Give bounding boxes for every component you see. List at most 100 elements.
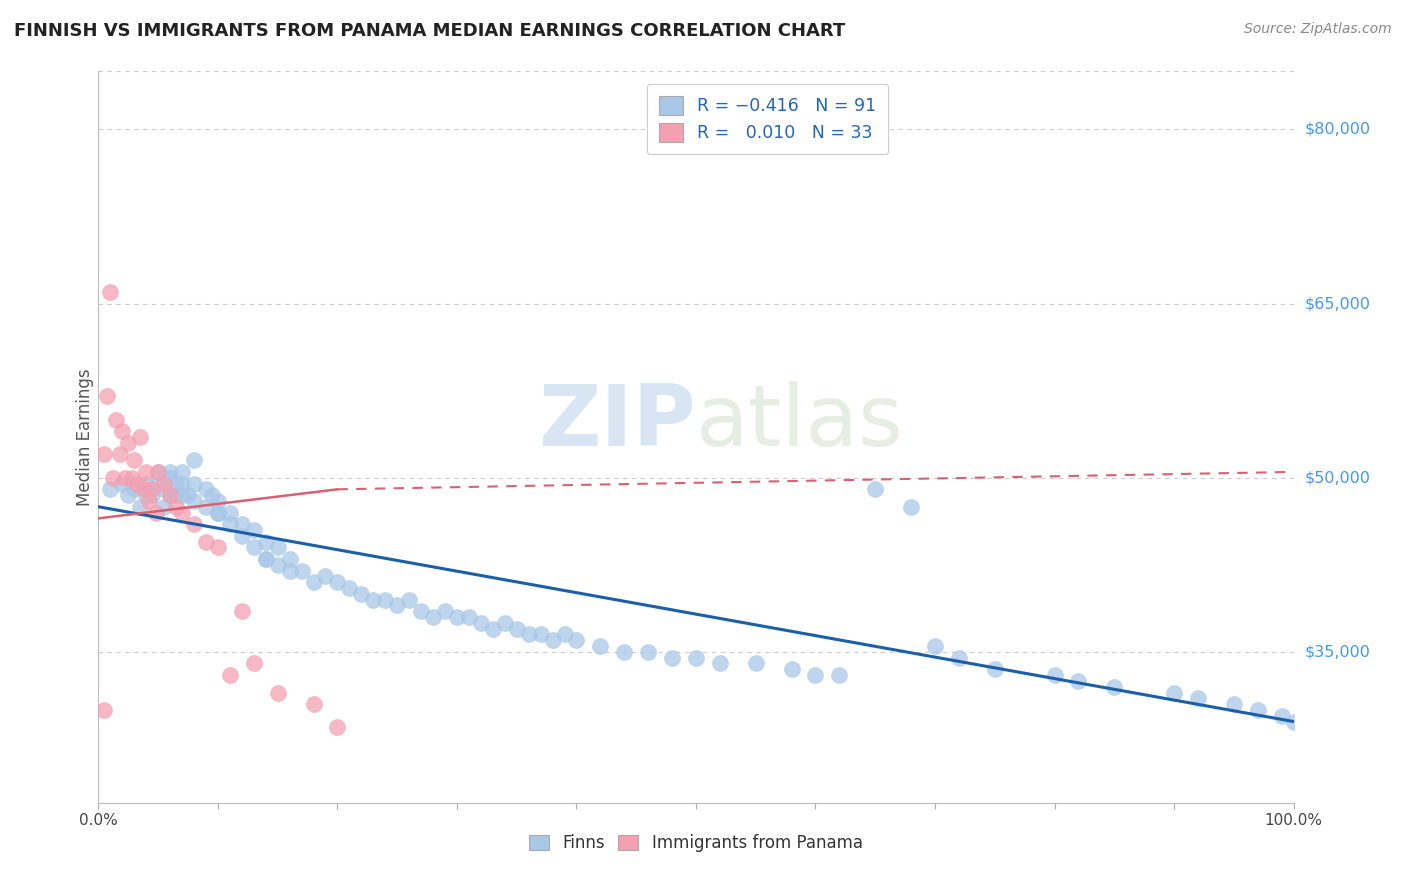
Point bbox=[148, 465, 170, 479]
Point bbox=[745, 657, 768, 671]
Point bbox=[900, 500, 922, 514]
Point bbox=[172, 488, 194, 502]
Point bbox=[411, 604, 433, 618]
Point bbox=[278, 564, 301, 578]
Point bbox=[159, 488, 181, 502]
Point bbox=[135, 488, 157, 502]
Point bbox=[326, 720, 349, 734]
Point bbox=[804, 668, 827, 682]
Point bbox=[125, 476, 148, 491]
Point bbox=[231, 517, 253, 532]
Point bbox=[145, 506, 167, 520]
Point bbox=[135, 476, 157, 491]
Point bbox=[165, 488, 187, 502]
Point bbox=[434, 604, 457, 618]
Point bbox=[201, 488, 224, 502]
Point bbox=[924, 639, 946, 653]
Point bbox=[207, 494, 229, 508]
Point bbox=[589, 639, 612, 653]
Point bbox=[494, 615, 516, 630]
Point bbox=[101, 471, 124, 485]
Point bbox=[780, 662, 803, 676]
Point bbox=[159, 471, 181, 485]
Point bbox=[1247, 703, 1270, 717]
Point bbox=[517, 627, 540, 641]
Point bbox=[267, 541, 290, 555]
Point bbox=[207, 506, 229, 520]
Point bbox=[124, 453, 146, 467]
Point bbox=[506, 622, 529, 636]
Point bbox=[105, 412, 128, 426]
Point bbox=[96, 389, 118, 403]
Text: FINNISH VS IMMIGRANTS FROM PANAMA MEDIAN EARNINGS CORRELATION CHART: FINNISH VS IMMIGRANTS FROM PANAMA MEDIAN… bbox=[14, 22, 845, 40]
Point bbox=[231, 604, 253, 618]
Point bbox=[195, 483, 218, 497]
Point bbox=[446, 610, 468, 624]
Point bbox=[1163, 685, 1185, 699]
Point bbox=[709, 657, 731, 671]
Point bbox=[1271, 708, 1294, 723]
Point bbox=[291, 564, 314, 578]
Point bbox=[219, 506, 242, 520]
Text: ZIP: ZIP bbox=[538, 381, 696, 464]
Point bbox=[470, 615, 492, 630]
Point bbox=[363, 592, 385, 607]
Point bbox=[1223, 697, 1246, 711]
Point bbox=[153, 500, 176, 514]
Point bbox=[385, 599, 409, 613]
Point bbox=[98, 483, 122, 497]
Point bbox=[183, 453, 205, 467]
Text: $50,000: $50,000 bbox=[1305, 470, 1371, 485]
Point bbox=[1067, 673, 1090, 688]
Point bbox=[141, 488, 163, 502]
Point bbox=[865, 483, 887, 497]
Point bbox=[1043, 668, 1066, 682]
Point bbox=[129, 430, 152, 444]
Point bbox=[278, 552, 301, 566]
Point bbox=[138, 494, 160, 508]
Point bbox=[541, 633, 564, 648]
Point bbox=[339, 581, 361, 595]
Point bbox=[458, 610, 481, 624]
Point bbox=[481, 622, 505, 636]
Point bbox=[637, 645, 659, 659]
Point bbox=[111, 424, 134, 438]
Point bbox=[207, 541, 229, 555]
Point bbox=[183, 476, 205, 491]
Point bbox=[315, 569, 337, 583]
Text: $65,000: $65,000 bbox=[1305, 296, 1371, 311]
Point bbox=[93, 703, 115, 717]
Point bbox=[135, 465, 157, 479]
Legend: Finns, Immigrants from Panama: Finns, Immigrants from Panama bbox=[520, 826, 872, 860]
Point bbox=[159, 465, 181, 479]
Point bbox=[661, 650, 683, 665]
Point bbox=[195, 500, 218, 514]
Point bbox=[117, 488, 139, 502]
Point bbox=[153, 483, 176, 497]
Point bbox=[254, 552, 277, 566]
Point bbox=[1187, 691, 1209, 706]
Point bbox=[326, 575, 349, 590]
Point bbox=[554, 627, 576, 641]
Point bbox=[302, 575, 325, 590]
Point bbox=[243, 541, 266, 555]
Point bbox=[183, 517, 205, 532]
Point bbox=[148, 465, 170, 479]
Text: Source: ZipAtlas.com: Source: ZipAtlas.com bbox=[1244, 22, 1392, 37]
Point bbox=[172, 476, 194, 491]
Point bbox=[1104, 680, 1126, 694]
Point bbox=[984, 662, 1007, 676]
Point bbox=[302, 697, 325, 711]
Point bbox=[172, 465, 194, 479]
Point bbox=[159, 488, 181, 502]
Point bbox=[219, 517, 242, 532]
Point bbox=[172, 506, 194, 520]
Point bbox=[148, 476, 170, 491]
Point bbox=[267, 558, 290, 572]
Point bbox=[207, 506, 229, 520]
Point bbox=[132, 483, 155, 497]
Point bbox=[121, 471, 143, 485]
Point bbox=[828, 668, 851, 682]
Point bbox=[422, 610, 444, 624]
Point bbox=[948, 650, 970, 665]
